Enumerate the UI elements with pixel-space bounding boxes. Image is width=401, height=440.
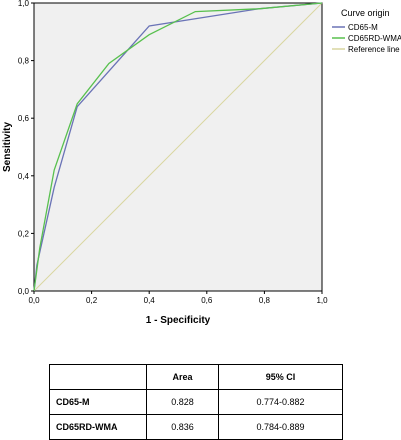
- x-tick-label: 1,0: [316, 296, 328, 305]
- table-row: CD65-M 0.828 0.774-0.882: [49, 389, 343, 415]
- x-tick-label: 0,0: [28, 296, 40, 305]
- y-tick-label: 0,6: [18, 114, 30, 123]
- y-tick-label: 1,0: [18, 0, 30, 8]
- y-tick-label: 0,8: [18, 57, 30, 66]
- legend-items: CD65-M CD65RD-WMA Reference line: [332, 23, 401, 54]
- y-tick-label: 0,0: [18, 287, 30, 296]
- series-line-cd65rd-wma: [33, 2, 323, 292]
- x-tick-label: 0,8: [259, 296, 271, 305]
- y-axis-title: Sensitivity: [2, 122, 13, 172]
- y-tick-label: 0,4: [18, 172, 30, 181]
- series-layer: [33, 2, 323, 292]
- table-row: CD65RD-WMA 0.836 0.784-0.889: [49, 414, 343, 440]
- table-header-ci: 95% CI: [218, 364, 343, 390]
- x-axis-title: 1 - Specificity: [146, 315, 211, 326]
- x-tick-label: 0,4: [144, 296, 156, 305]
- tick-layer: 0,0 0,2 0,4 0,6 0,8 1,0 0,0 0,2 0,4 0,6 0,8 1,0: [18, 0, 328, 305]
- legend-label-reference-line: Reference line: [348, 45, 400, 54]
- series-line-reference-line: [33, 2, 323, 292]
- legend-title: Curve origin: [341, 8, 390, 18]
- row-area: 0.836: [145, 414, 220, 440]
- auc-table: Area 95% CI CD65-M 0.828 0.774-0.882 CD6…: [49, 364, 343, 440]
- y-tick-label: 0,2: [18, 229, 30, 238]
- table-header-empty: [49, 364, 147, 390]
- row-name: CD65RD-WMA: [49, 414, 147, 440]
- row-ci: 0.774-0.882: [218, 389, 343, 415]
- x-tick-label: 0,6: [201, 296, 213, 305]
- roc-chart: 0,0 0,2 0,4 0,6 0,8 1,0 0,0 0,2 0,4 0,6 0,8 1,0 1 -…: [2, 0, 401, 326]
- table-header-area: Area: [145, 364, 220, 390]
- table-header-row: Area 95% CI: [49, 364, 343, 390]
- row-ci: 0.784-0.889: [218, 414, 343, 440]
- row-name: CD65-M: [49, 389, 147, 415]
- legend-label-cd65rd-wma: CD65RD-WMA: [348, 34, 401, 43]
- x-tick-label: 0,2: [86, 296, 98, 305]
- row-area: 0.828: [145, 389, 220, 415]
- legend: Curve origin CD65-M CD65RD-WMA Reference l…: [332, 8, 401, 54]
- legend-label-cd65-m: CD65-M: [348, 23, 378, 32]
